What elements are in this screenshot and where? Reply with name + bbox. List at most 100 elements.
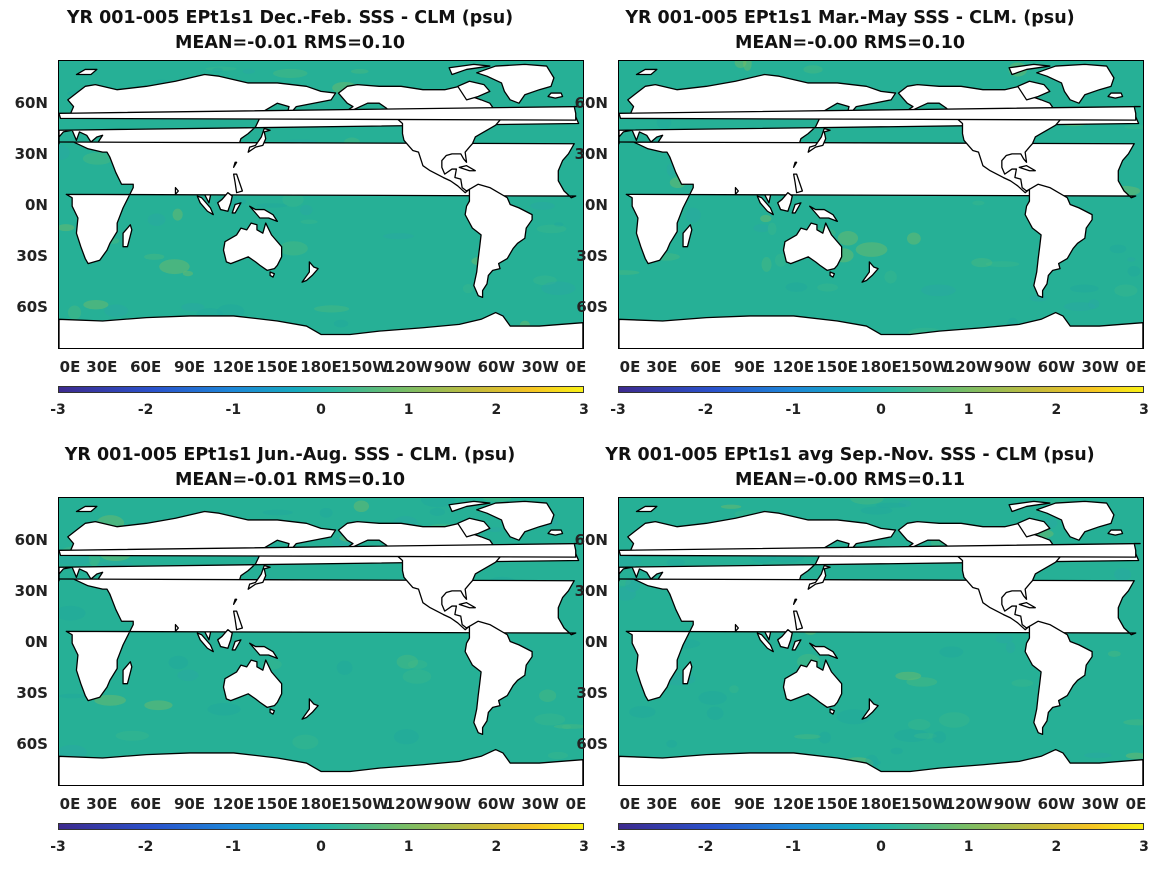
panel-title: YR 001-005 EPt1s1 avg Sep.-Nov. SSS - CL… — [605, 445, 1095, 465]
land-iceland — [547, 92, 564, 99]
map-panel-mam: YR 001-005 EPt1s1 Mar.-May SSS - CLM. (p… — [560, 0, 1149, 437]
panel-stats: MEAN=-0.01 RMS=0.10 — [174, 470, 406, 490]
lat-tick-label: 30N — [574, 144, 608, 163]
anomaly-patch — [938, 712, 970, 728]
land-baffin — [457, 80, 491, 101]
land-madagascar — [122, 224, 133, 248]
anomaly-patch — [541, 281, 576, 295]
anomaly-patch — [59, 555, 92, 566]
anomaly-patch — [1109, 244, 1127, 254]
lon-tick-label: 60W — [1037, 795, 1076, 813]
anomaly-patch — [319, 507, 333, 518]
land-samerica — [464, 620, 533, 735]
anomaly-patch — [685, 207, 701, 223]
colorbar — [58, 386, 584, 393]
anomaly-patch — [429, 507, 445, 516]
land-baffin — [1017, 80, 1051, 101]
land-philippines — [792, 173, 804, 194]
anomaly-patch — [1107, 650, 1121, 657]
colorbar-tick-label: 2 — [1051, 839, 1062, 855]
colorbar-tick-label: 1 — [403, 402, 414, 418]
lat-tick-label: 60N — [14, 530, 48, 549]
land-baffin — [1017, 517, 1051, 538]
land-japan — [247, 564, 271, 590]
lon-tick-label: 90W — [993, 358, 1032, 376]
anomaly-patch — [67, 305, 82, 320]
anomaly-patch — [666, 739, 678, 748]
colorbar-tick-label: -2 — [697, 402, 714, 418]
land-borneo — [777, 629, 793, 649]
land-ellesmere — [1008, 500, 1051, 513]
anomaly-patch — [734, 61, 747, 68]
land-madagascar — [682, 661, 693, 685]
lon-tick-label: 30W — [521, 795, 559, 813]
lat-tick-label: 30S — [16, 683, 48, 702]
land-newguinea — [809, 642, 839, 660]
lon-tick-label: 0E — [1125, 795, 1147, 813]
colorbar-tick-label: -1 — [225, 839, 242, 855]
lat-tick-label: 30S — [576, 683, 608, 702]
land-samerica — [464, 183, 533, 298]
lon-tick-label: 90W — [433, 795, 472, 813]
anomaly-patch — [907, 719, 931, 731]
land-greenland — [476, 500, 555, 541]
colorbar-tick-label: 3 — [579, 402, 589, 418]
anomaly-patch — [462, 283, 474, 294]
anomaly-patch — [59, 693, 86, 699]
anomaly-patch — [1124, 124, 1143, 130]
lon-tick-label: 90W — [433, 358, 472, 376]
anomaly-patch — [533, 275, 557, 286]
lon-tick-label: 180E — [860, 358, 902, 376]
anomaly-patch — [939, 646, 964, 658]
lon-tick-label: 30W — [521, 358, 559, 376]
land-svalbard — [75, 505, 98, 513]
land-uk — [59, 542, 581, 558]
anomaly-patch — [350, 69, 369, 74]
lon-tick-label: 120E — [212, 795, 255, 813]
lon-tick-label: 30E — [86, 358, 118, 376]
anomaly-patch — [59, 605, 86, 621]
anomaly-patch — [619, 554, 642, 568]
lon-tick-label: 120W — [384, 358, 433, 376]
anomaly-patch — [382, 233, 414, 240]
colorbar-tick-label: -1 — [225, 402, 242, 418]
lon-tick-label: 30E — [646, 358, 678, 376]
lon-tick-label: 150E — [256, 358, 298, 376]
anomaly-patch — [483, 498, 512, 502]
anomaly-patch — [314, 305, 350, 313]
land-greenland — [1036, 500, 1115, 541]
land-uk — [619, 542, 1141, 558]
lat-tick-label: 30N — [14, 581, 48, 600]
lat-tick-label: 0N — [25, 195, 48, 214]
anomaly-patch — [817, 283, 838, 292]
lat-tick-label: 60N — [574, 530, 608, 549]
lon-tick-label: 90E — [173, 795, 206, 813]
anomaly-patch — [547, 751, 568, 760]
anomaly-patch — [530, 201, 555, 210]
anomaly-patch — [205, 66, 237, 71]
anomaly-patch — [1088, 299, 1100, 309]
colorbar-tick-label: 0 — [316, 839, 326, 855]
land-sulawesi — [791, 202, 802, 214]
anomaly-patch — [82, 152, 113, 165]
anomaly-patch — [1011, 679, 1034, 687]
colorbar-tick-label: -3 — [50, 402, 66, 418]
anomaly-patch — [767, 222, 777, 236]
anomaly-patch — [619, 578, 631, 586]
colorbar-tick-label: -1 — [785, 402, 802, 418]
anomaly-patch — [760, 214, 772, 223]
land-japan — [807, 127, 831, 153]
anomaly-patch — [207, 702, 241, 716]
anomaly-patch — [1127, 257, 1136, 262]
anomaly-patch — [97, 561, 133, 567]
lon-tick-label: 0E — [59, 358, 81, 376]
lon-tick-label: 90E — [733, 795, 766, 813]
anomaly-patch — [147, 213, 166, 226]
anomaly-patch — [972, 200, 985, 206]
anomaly-patch — [1063, 302, 1096, 311]
anomaly-patch — [561, 724, 572, 730]
land-taiwan — [232, 598, 238, 606]
anomaly-patch — [300, 219, 318, 224]
anomaly-patch — [884, 270, 897, 284]
map-area — [58, 60, 584, 349]
